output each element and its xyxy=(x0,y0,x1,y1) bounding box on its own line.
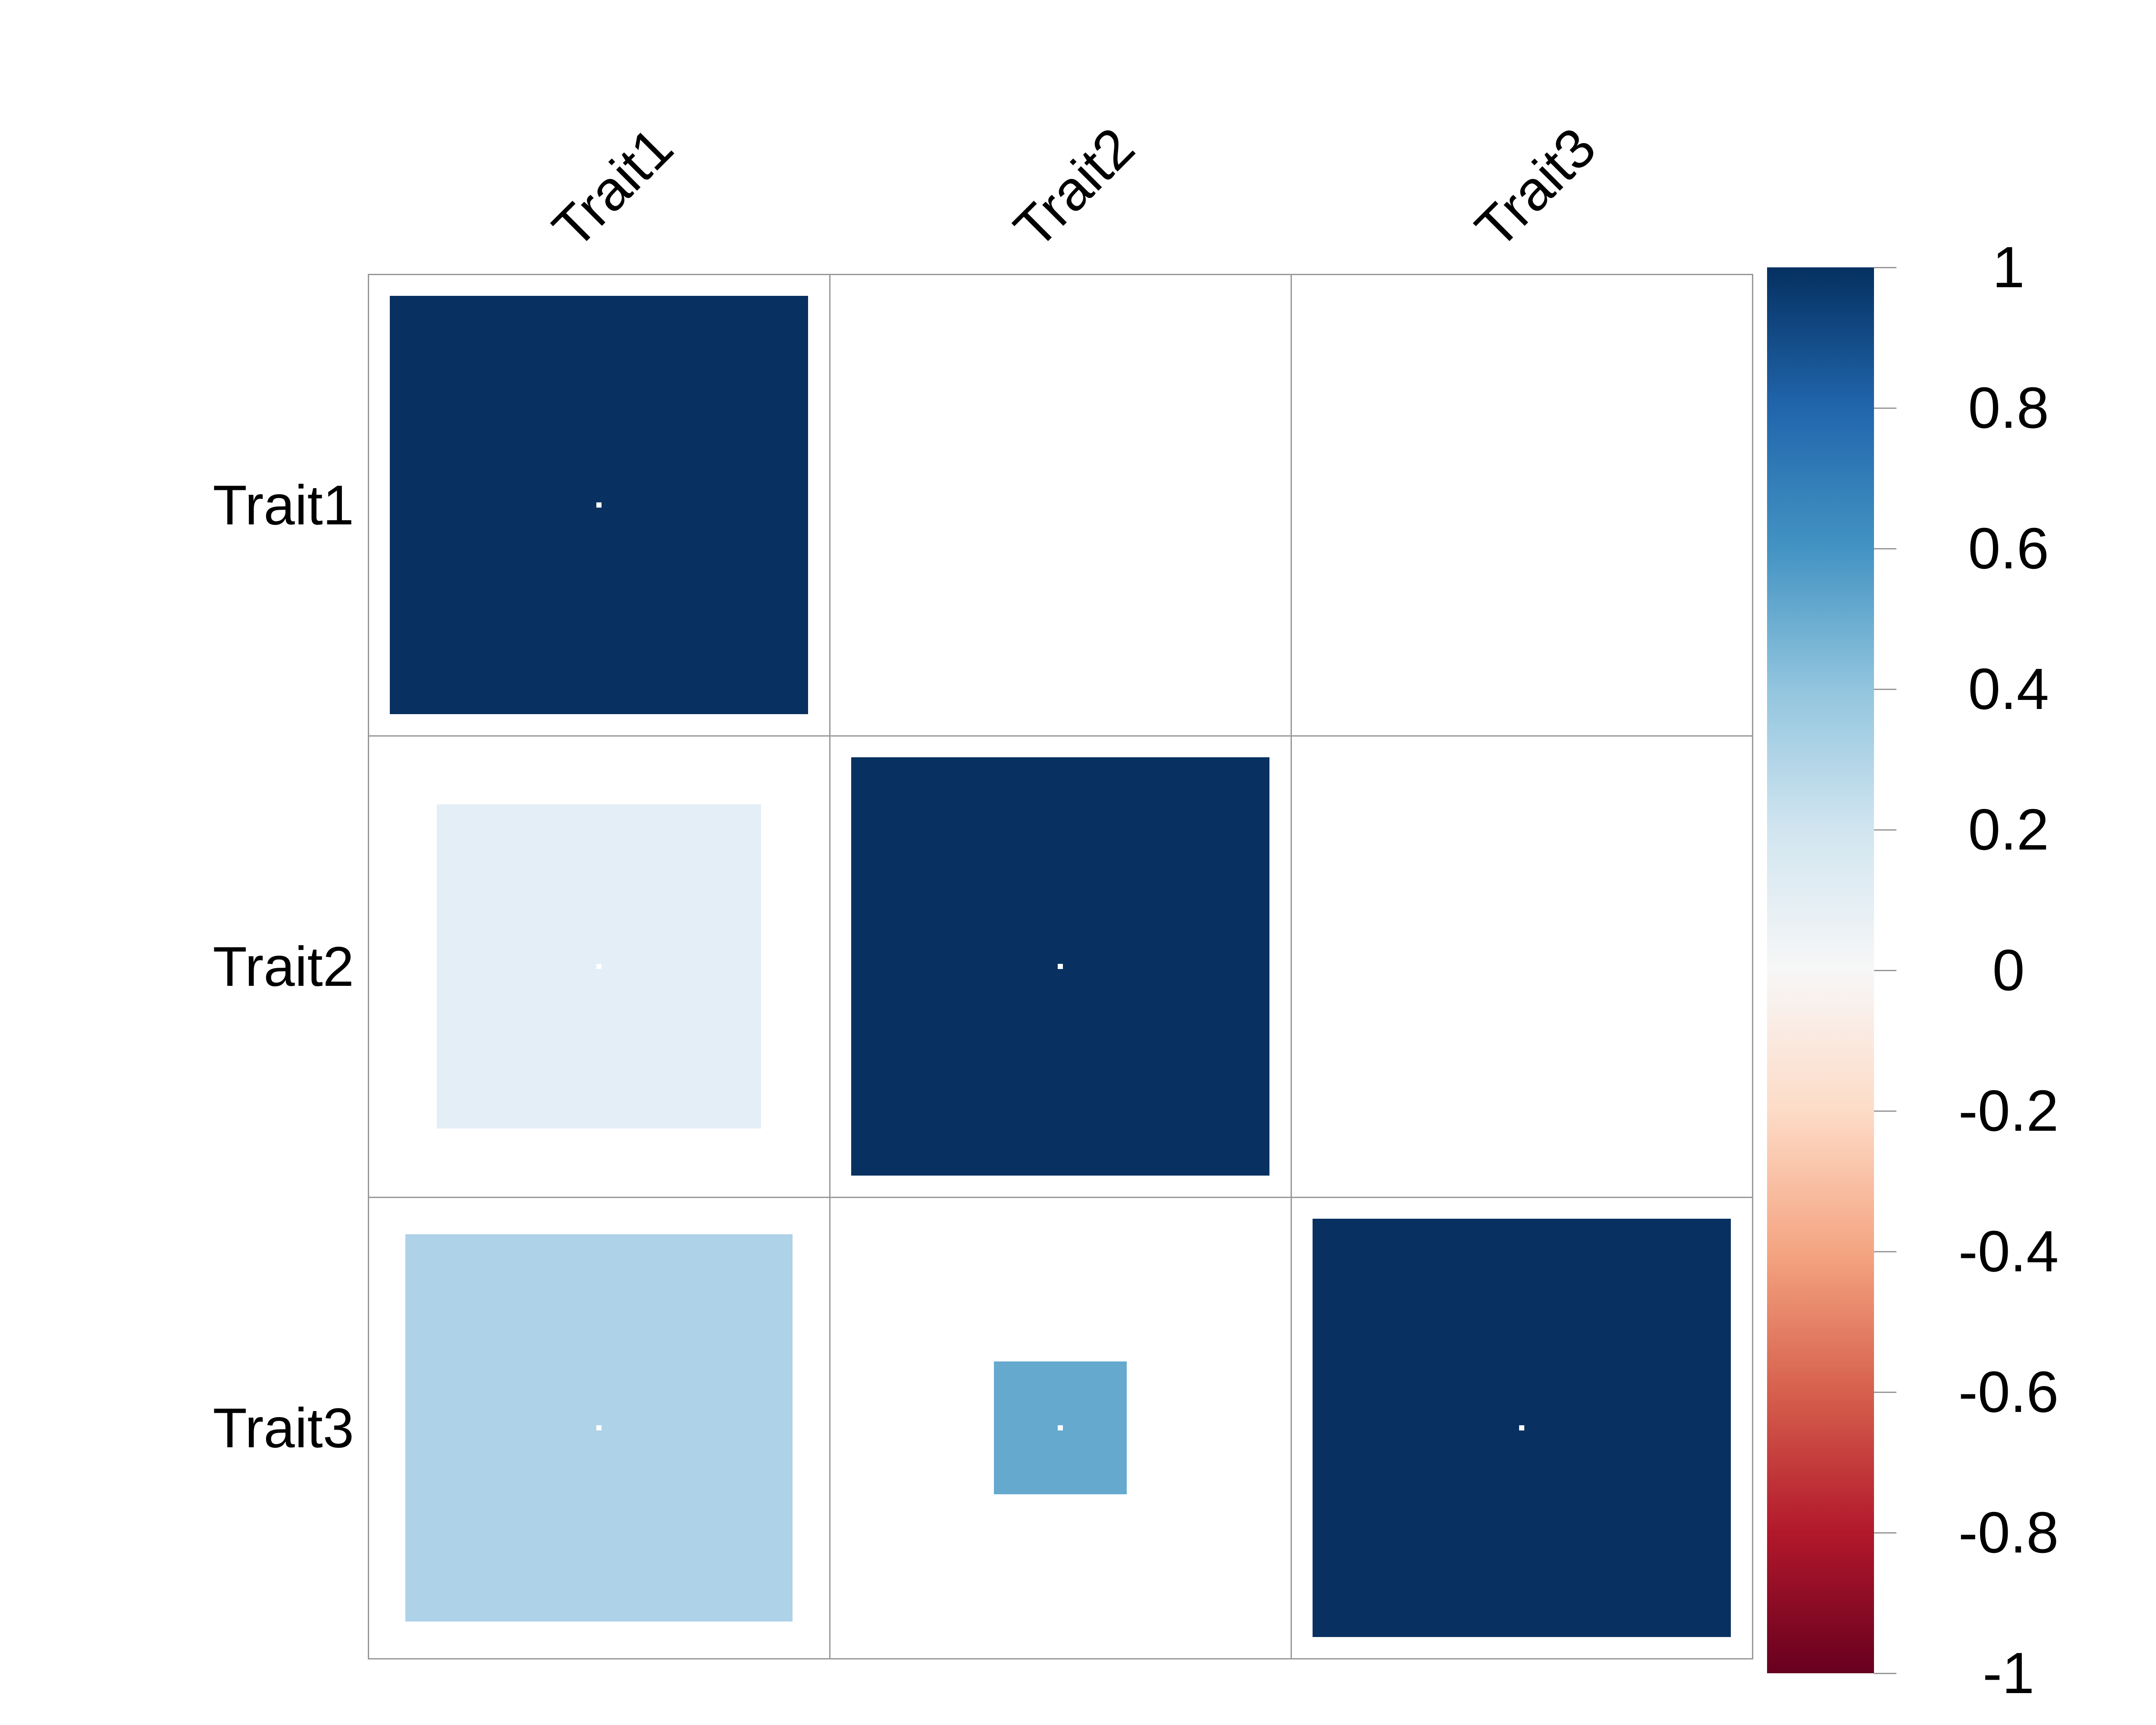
colorbar-tick-label: -0.4 xyxy=(1958,1219,2059,1284)
colorbar-tick-label: -0.8 xyxy=(1958,1500,2059,1565)
center-dot xyxy=(596,1425,602,1430)
colorbar-tick-label: 1 xyxy=(1992,235,2025,300)
colorbar-tick xyxy=(1874,1672,1896,1674)
colorbar-tick xyxy=(1874,1391,1896,1393)
grid-line-vertical xyxy=(1290,273,1292,1659)
grid-line-horizontal xyxy=(367,1196,1753,1198)
colorbar-tick xyxy=(1874,969,1896,971)
colorbar-tick xyxy=(1874,1251,1896,1252)
center-dot xyxy=(596,502,602,508)
colorbar-tick xyxy=(1874,1110,1896,1112)
colorbar-gradient xyxy=(1767,267,1874,1673)
colorbar-tick-label: 0.6 xyxy=(1968,516,2049,581)
grid-line-horizontal xyxy=(367,735,1753,737)
row-label: Trait1 xyxy=(213,474,354,536)
grid-line-vertical xyxy=(829,273,830,1659)
colorbar-tick-label: -0.6 xyxy=(1958,1359,2059,1424)
colorbar-tick-label: 0.2 xyxy=(1968,797,2049,862)
grid-line-vertical xyxy=(1752,273,1753,1659)
center-dot xyxy=(1519,1425,1524,1430)
colorbar-tick xyxy=(1874,548,1896,549)
colorbar-tick xyxy=(1874,688,1896,690)
center-dot xyxy=(596,964,602,969)
colorbar-tick xyxy=(1874,267,1896,268)
colorbar-tick-label: 0.8 xyxy=(1968,375,2049,440)
colorbar-tick xyxy=(1874,829,1896,831)
grid-line-horizontal xyxy=(367,1658,1753,1659)
colorbar-tick-label: -0.2 xyxy=(1958,1078,2059,1143)
colorbar-tick xyxy=(1874,1532,1896,1534)
center-dot xyxy=(1058,964,1063,969)
grid-line-horizontal xyxy=(367,273,1753,275)
colorbar-tick-label: 0.4 xyxy=(1968,656,2049,721)
grid-line-vertical xyxy=(367,273,369,1659)
row-label: Trait2 xyxy=(213,935,354,998)
row-label: Trait3 xyxy=(213,1396,354,1459)
center-dot xyxy=(1058,1425,1063,1430)
colorbar-tick-label: -1 xyxy=(1982,1640,2035,1706)
colorbar-tick-label: 0 xyxy=(1992,938,2025,1003)
colorbar-tick xyxy=(1874,407,1896,409)
